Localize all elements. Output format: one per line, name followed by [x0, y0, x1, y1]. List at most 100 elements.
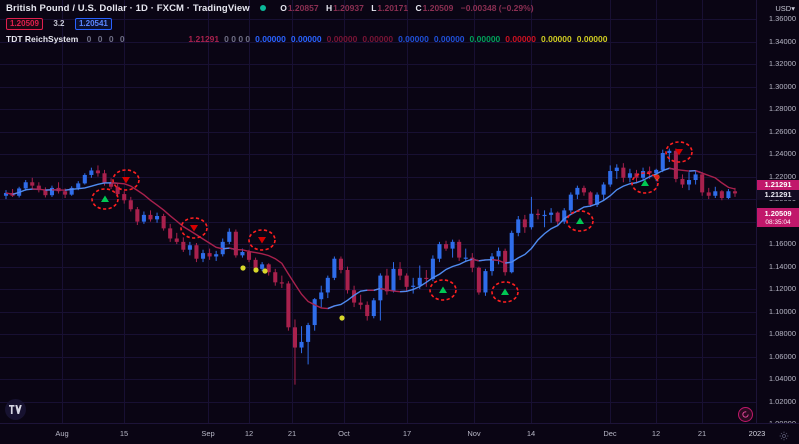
- buy-signal-circle[interactable]: [91, 188, 119, 210]
- gridline-horizontal: [0, 131, 757, 133]
- candle-body: [503, 250, 508, 273]
- price-tick: 1.22000: [768, 171, 796, 181]
- close-value: 1.20509: [422, 3, 454, 13]
- alert-dot-marker: [240, 265, 246, 271]
- candle-body: [240, 251, 245, 256]
- candle-body: [306, 325, 311, 342]
- candle-body: [95, 170, 100, 174]
- indicator-value: 0.00000: [398, 34, 429, 44]
- candle-body: [273, 272, 278, 283]
- candle-body: [174, 238, 179, 242]
- sell-signal-circle[interactable]: [112, 169, 140, 191]
- candle-body: [194, 245, 199, 259]
- bar-countdown: 08:35:04: [765, 219, 791, 227]
- symbol-title-row[interactable]: British Pound / U.S. Dollar · 1D · FXCM …: [6, 2, 607, 15]
- buy-signal-circle[interactable]: [631, 172, 659, 194]
- gridline-vertical: [474, 0, 475, 424]
- time-tick: 14: [526, 429, 536, 438]
- price-tick: 1.32000: [768, 59, 796, 69]
- candle-body: [207, 253, 212, 257]
- replay-icon: [742, 411, 749, 418]
- sell-price-badge[interactable]: 1.20509: [6, 18, 43, 30]
- price-tick: 1.04000: [768, 374, 796, 383]
- time-tick: Dec: [603, 429, 617, 438]
- candle-body: [187, 245, 192, 250]
- indicator-name[interactable]: TDT ReichSystem: [6, 34, 79, 44]
- gridline-horizontal: [0, 401, 757, 403]
- buy-price-badge[interactable]: 1.20541: [74, 18, 112, 30]
- indicator-value: 0.00000: [255, 34, 286, 44]
- time-tick: 12: [244, 429, 254, 438]
- candle-body: [549, 212, 554, 215]
- sell-signal-circle[interactable]: [248, 229, 276, 251]
- candle-body: [509, 232, 514, 273]
- price-tick: 1.06000: [768, 351, 796, 361]
- candle-body: [463, 257, 468, 259]
- moving-average-line: [65, 182, 118, 191]
- indicator-value: 0 0 0 0: [224, 34, 251, 44]
- time-tick: Sep: [201, 429, 215, 438]
- signal-markers-layer: [91, 141, 693, 321]
- candle-body: [713, 191, 718, 196]
- alert-dot-marker: [253, 267, 259, 273]
- price-scale[interactable]: USD▾ 1.36000 1.34000 1.32000 1.30000 1.28000…: [756, 0, 799, 428]
- time-tick: Oct: [338, 429, 350, 438]
- candle-body: [457, 241, 462, 258]
- low-label: L: [371, 3, 377, 13]
- open-value: 1.20857: [287, 3, 319, 13]
- candle-body: [391, 268, 396, 292]
- candle-body: [23, 182, 28, 189]
- buy-signal-circle[interactable]: [566, 210, 594, 232]
- currency-selector[interactable]: USD▾: [775, 4, 795, 13]
- candle-body: [214, 254, 219, 257]
- candle-body: [148, 214, 153, 220]
- sell-signal-circle[interactable]: [665, 141, 693, 163]
- candle-body: [345, 269, 350, 291]
- tradingview-logo[interactable]: [5, 399, 26, 420]
- candle-body: [601, 184, 606, 195]
- indicator-price-label: 1.21291: [757, 179, 799, 190]
- indicator-value: 0.00000: [541, 34, 572, 44]
- candle-body: [641, 171, 646, 178]
- candle-body: [292, 327, 298, 348]
- candle-body: [516, 219, 521, 233]
- candle-body: [312, 299, 317, 326]
- symbol-title[interactable]: British Pound / U.S. Dollar · 1D · FXCM …: [6, 3, 250, 14]
- time-tick: 21: [287, 429, 297, 438]
- price-tick: 1.34000: [768, 36, 796, 46]
- gridline-vertical: [292, 0, 293, 424]
- candle-body: [660, 153, 665, 170]
- candle-body: [155, 216, 160, 220]
- sell-signal-circle[interactable]: [180, 217, 208, 239]
- candle-body: [595, 194, 600, 205]
- candle-body: [483, 271, 488, 293]
- moving-average-line: [400, 258, 480, 293]
- time-scale[interactable]: Aug 15 Sep 12 21 Oct 17 Nov 14 Dec 12 21 2023: [0, 423, 799, 444]
- candle-body: [437, 244, 442, 259]
- buy-signal-circle[interactable]: [491, 281, 519, 303]
- candle-body: [115, 186, 120, 195]
- gridline-horizontal: [0, 356, 757, 358]
- candle-body: [338, 258, 343, 270]
- candle-body: [621, 167, 626, 178]
- price-tick: 1.02000: [768, 396, 796, 406]
- candle-body: [325, 277, 330, 293]
- candle-body: [398, 268, 403, 276]
- ohlc-values: O1.20857 H1.20937 L1.20171 C1.20509 −0.0…: [275, 2, 533, 14]
- low-value: 1.20171: [377, 3, 409, 13]
- candle-body: [667, 150, 672, 154]
- gridline-vertical: [208, 0, 209, 424]
- chart-plot-area[interactable]: [0, 0, 757, 424]
- indicator-value: 0.00000: [362, 34, 394, 44]
- candle-body: [529, 213, 534, 228]
- sell-triangle-icon: [122, 177, 130, 184]
- gridline-vertical: [344, 0, 345, 424]
- indicator-legend-row[interactable]: TDT ReichSystem 0 0 0 0 1.21291 0 0 0 0 0.…: [6, 34, 607, 45]
- replay-button[interactable]: [738, 407, 753, 422]
- candle-body: [181, 241, 186, 250]
- ma-cross-dot: [654, 174, 660, 180]
- chart-legend: British Pound / U.S. Dollar · 1D · FXCM …: [6, 2, 607, 45]
- settings-gear-icon[interactable]: [779, 431, 789, 441]
- buy-signal-circle[interactable]: [429, 279, 457, 301]
